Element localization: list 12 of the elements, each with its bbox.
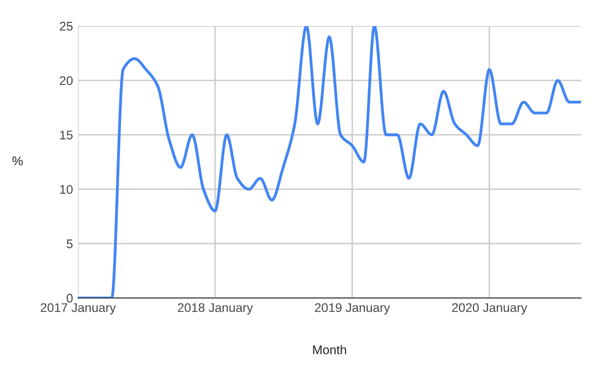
y-tick-label: 15 xyxy=(60,130,73,140)
y-tick-label: 10 xyxy=(60,185,73,194)
y-tick-label: 20 xyxy=(60,76,73,86)
y-tick-label: 5 xyxy=(66,240,73,248)
y-axis-title: % xyxy=(12,156,23,166)
x-axis-title: Month xyxy=(313,345,346,354)
x-tick-label: 2018 January xyxy=(178,303,253,315)
x-tick-label: 2020 January xyxy=(452,303,528,315)
y-tick-label: 25 xyxy=(60,22,73,31)
x-tick-label: 2019 January xyxy=(314,303,390,315)
y-tick-label: 0 xyxy=(66,294,73,303)
x-tick-label: 2017 January xyxy=(40,303,116,315)
